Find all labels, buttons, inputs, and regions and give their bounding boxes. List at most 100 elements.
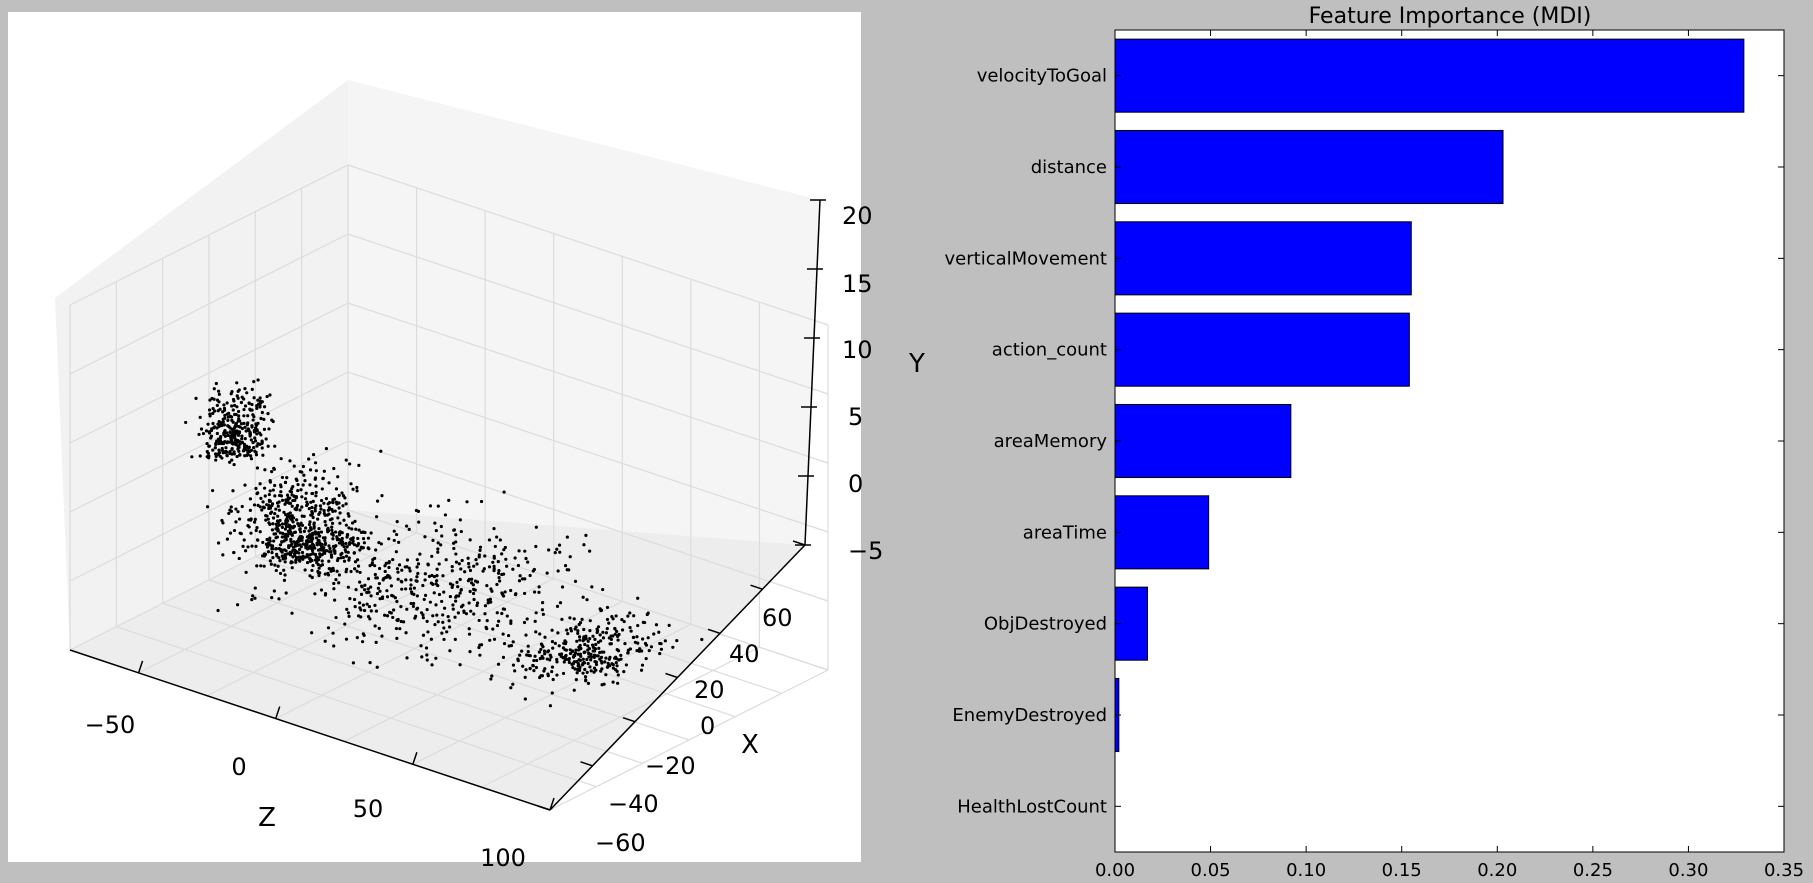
scatter-point — [292, 530, 297, 534]
scatter-point — [598, 650, 602, 655]
scatter-point — [282, 578, 287, 582]
scatter-point — [289, 490, 294, 494]
scatter-point — [428, 504, 433, 508]
x-tick — [707, 628, 721, 635]
scatter-point — [225, 537, 230, 541]
scatter-point — [292, 464, 296, 468]
scatter-point — [277, 500, 281, 504]
scatter-point — [344, 502, 348, 506]
scatter-point — [523, 577, 527, 581]
scatter-point — [238, 440, 242, 444]
scatter-point — [414, 614, 418, 618]
scatter-point — [302, 473, 306, 477]
scatter-point — [439, 543, 443, 547]
scatter-point — [477, 645, 481, 650]
scatter-point — [358, 606, 362, 610]
scatter-point — [483, 604, 488, 608]
scatter-point — [565, 535, 569, 539]
scatter-point — [567, 660, 571, 665]
scatter-point — [313, 558, 318, 562]
scatter-point — [671, 645, 675, 649]
scatter-point — [623, 641, 627, 646]
scatter-point — [243, 404, 248, 408]
scatter-point — [611, 617, 615, 621]
scatter-point — [573, 627, 577, 631]
scatter-point — [211, 488, 215, 493]
scatter-point — [258, 530, 262, 534]
scatter-point — [255, 538, 260, 542]
scatter-point — [317, 566, 321, 570]
scatter-point — [220, 456, 224, 460]
scatter-point — [338, 511, 342, 515]
scatter-point — [281, 531, 285, 535]
scatter-point — [436, 550, 440, 554]
scatter-point — [435, 574, 439, 578]
scatter-point — [323, 541, 328, 546]
scatter-point — [404, 578, 408, 582]
scatter-point — [217, 419, 221, 424]
scatter-point — [313, 509, 317, 513]
scatter-point — [301, 464, 305, 469]
scatter-point — [239, 400, 244, 405]
scatter-point — [546, 649, 551, 653]
scatter-point — [397, 540, 401, 544]
scatter-point — [398, 627, 402, 631]
scatter-point — [336, 556, 340, 561]
scatter-point — [291, 516, 296, 520]
scatter-point — [319, 498, 324, 503]
scatter-point — [347, 526, 351, 530]
scatter-point — [614, 661, 618, 665]
scatter-point — [626, 648, 630, 652]
scatter-point — [294, 477, 298, 481]
bar-chart-panel: Feature Importance (MDI) velocityToGoal d… — [945, 4, 1805, 881]
scatter-point — [614, 614, 618, 618]
scatter-point — [580, 617, 584, 621]
scatter-point — [290, 493, 294, 497]
y-axis-line — [804, 199, 821, 546]
scatter-point — [423, 535, 427, 539]
scatter-point — [307, 507, 311, 511]
scatter-point — [361, 537, 366, 541]
scatter-point — [243, 454, 247, 458]
scatter-point — [353, 519, 357, 523]
scatter-point — [353, 604, 357, 609]
z-tick — [549, 797, 555, 811]
scatter-point — [404, 631, 408, 635]
scatter-point — [266, 411, 270, 416]
scatter-point — [248, 508, 252, 512]
scatter-point — [329, 553, 334, 557]
scatter-point — [198, 454, 202, 458]
scatter-point — [657, 630, 661, 634]
scatter-point — [229, 415, 234, 419]
scatter-point — [502, 572, 506, 576]
scatter-point — [326, 530, 330, 534]
scatter-point — [238, 531, 242, 535]
scatter-point — [556, 631, 560, 635]
scatter-point — [318, 534, 322, 538]
scatter-point — [331, 537, 335, 541]
scatter-point — [411, 604, 415, 609]
scatter-point — [231, 489, 235, 493]
scatter-point — [534, 611, 538, 615]
scatter-point — [477, 553, 481, 557]
scatter-point — [408, 569, 412, 573]
scatter-point — [288, 459, 292, 463]
scatter-point — [578, 652, 583, 656]
scatter-point — [250, 387, 254, 391]
scatter-point — [280, 525, 284, 529]
scatter-point — [472, 597, 476, 602]
scatter-points — [184, 378, 704, 708]
scatter-point — [433, 521, 437, 525]
scatter-point — [307, 529, 311, 533]
scatter-point — [313, 461, 318, 465]
scatter-point — [207, 456, 211, 460]
scatter-point — [415, 575, 419, 579]
scatter-point — [513, 669, 517, 673]
scatter-point — [458, 577, 462, 582]
scatter-point — [362, 608, 367, 613]
scatter-point — [534, 665, 539, 670]
scatter-point — [268, 536, 272, 540]
scatter-point — [555, 604, 560, 608]
scatter-point — [394, 550, 398, 554]
scatter-point — [322, 469, 326, 473]
